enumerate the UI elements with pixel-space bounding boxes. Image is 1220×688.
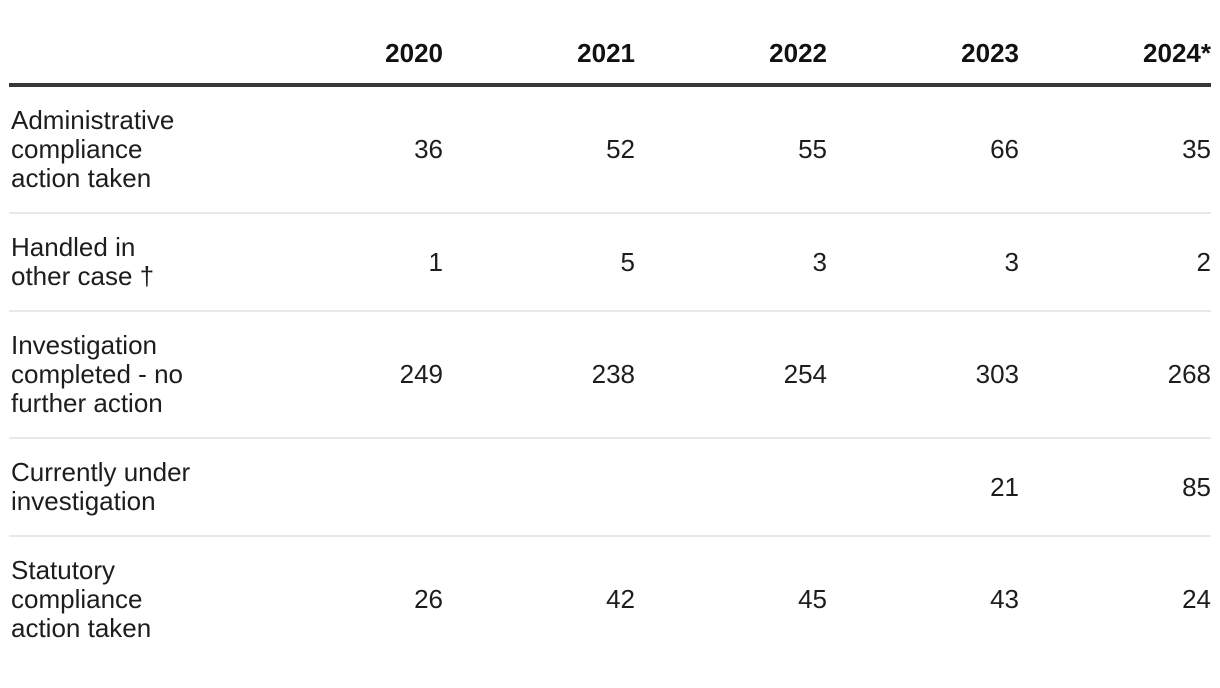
value-cell: 66 [827,85,1019,214]
row-label-line: further action [11,388,163,418]
value-cell: 24 [1182,584,1211,614]
value-cell: 1 [251,213,443,312]
row-label: Investigation completed - no further act… [9,311,251,439]
row-label-line: Currently under [11,457,191,487]
value-cell: 45 [798,584,827,614]
row-label-line: action taken [11,613,152,643]
value-cell: 55 [635,85,827,214]
year-column-header: 2021 [443,0,635,87]
year-column-header: 2024* [1019,0,1211,87]
value-cell: 249 [251,311,443,439]
table-row: Administrative compliance action taken 3… [9,85,1211,214]
year-column-header: 2022 [635,0,827,87]
row-label-line: compliance [11,134,143,164]
value-cell: 268 [1019,311,1211,439]
category-column-header [9,0,251,87]
row-label-line: compliance [11,584,143,614]
value-cell: 2 [1019,213,1211,312]
value-cell: 85 [1019,438,1211,537]
value-cell: 26 [414,584,443,614]
row-label-line: action taken [11,163,152,193]
value-cell: 35 [1019,85,1211,214]
value-cell: 42 [606,584,635,614]
value-cell: 43 [990,584,1019,614]
row-label-line: completed - no [11,359,183,389]
value-cell: 3 [635,213,827,312]
table-row: Investigation completed - no further act… [9,311,1211,439]
data-table: 2020 2021 2022 2023 2024* Administrative… [9,0,1211,662]
row-label-line: Investigation [11,330,157,360]
year-column-header: 2020 [251,0,443,87]
row-label: Administrative compliance action taken [9,85,251,214]
table-row: Currently under investigation 21 85 [9,438,1211,537]
value-cell [443,438,635,537]
header-row: 2020 2021 2022 2023 2024* [9,0,1211,87]
table-header: 2020 2021 2022 2023 2024* [9,0,1211,87]
value-cell: 303 [827,311,1019,439]
value-cell: 52 [443,85,635,214]
year-column-header: 2023 [827,0,1019,87]
value-cell: 5 [443,213,635,312]
table-row: Handled in other case † 1 5 3 3 2 [9,213,1211,312]
table-row: Statutory compliance action taken 26 42 … [9,536,1211,662]
row-label: Statutory compliance action taken [9,536,251,662]
row-label: Currently under investigation [9,438,251,537]
row-label-line: Handled in [11,232,136,262]
table-container: 2020 2021 2022 2023 2024* Administrative… [9,0,1211,662]
row-label-line: Administrative [11,105,175,135]
value-cell: 254 [635,311,827,439]
value-cell: 36 [251,85,443,214]
table-body: Administrative compliance action taken 3… [9,85,1211,662]
value-cell [635,438,827,537]
row-label-line: investigation [11,486,156,516]
row-label-line: Statutory [11,555,116,585]
row-label: Handled in other case † [9,213,251,312]
value-cell: 21 [827,438,1019,537]
value-cell: 238 [443,311,635,439]
row-label-line: other case † [11,261,155,291]
value-cell: 3 [827,213,1019,312]
value-cell [251,438,443,537]
